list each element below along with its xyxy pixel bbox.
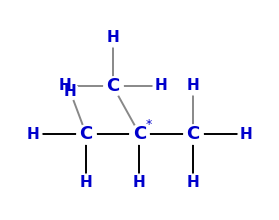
Text: H: H (133, 175, 146, 190)
Text: H: H (187, 175, 199, 190)
Text: H: H (106, 30, 119, 45)
Text: C: C (80, 125, 93, 143)
Text: H: H (80, 175, 92, 190)
Text: H: H (26, 126, 39, 141)
Text: C: C (133, 125, 146, 143)
Text: H: H (187, 79, 199, 94)
Text: *: * (146, 118, 152, 131)
Text: H: H (64, 84, 76, 99)
Text: C: C (106, 77, 119, 95)
Text: C: C (186, 125, 199, 143)
Text: H: H (58, 79, 71, 94)
Text: H: H (155, 79, 167, 94)
Text: H: H (240, 126, 253, 141)
